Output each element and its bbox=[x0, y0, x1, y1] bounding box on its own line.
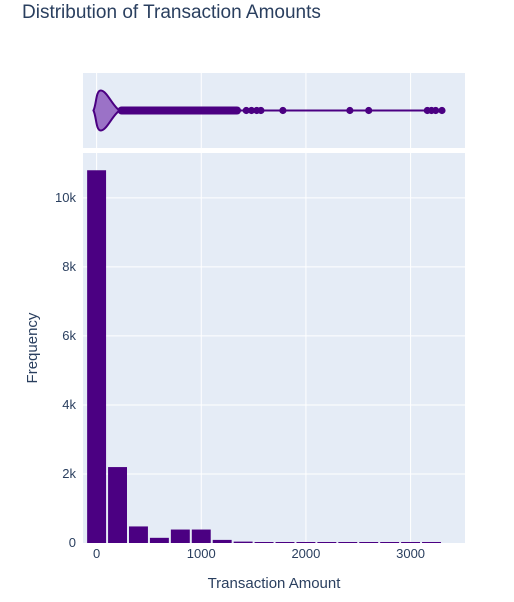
x-tick-label: 0 bbox=[93, 546, 100, 561]
histogram-bar bbox=[212, 539, 232, 543]
histogram-bars bbox=[87, 170, 441, 543]
histogram-bar bbox=[254, 542, 274, 543]
histogram-bar bbox=[191, 529, 211, 543]
histogram-bar bbox=[359, 542, 379, 543]
histogram-bar bbox=[338, 542, 358, 543]
violin-outlier-point bbox=[257, 106, 265, 115]
y-tick-label: 0 bbox=[69, 535, 76, 550]
y-tick-label: 6k bbox=[62, 328, 76, 343]
histogram-bar bbox=[317, 542, 337, 543]
histogram-bar bbox=[296, 542, 316, 543]
x-axis-title: Transaction Amount bbox=[208, 575, 342, 592]
y-tick-label: 8k bbox=[62, 259, 76, 274]
histogram-bar bbox=[380, 542, 400, 543]
violin-outlier-point bbox=[247, 106, 256, 115]
chart-title: Distribution of Transaction Amounts bbox=[22, 2, 321, 23]
x-tick-label: 2000 bbox=[291, 546, 320, 561]
violin-outlier-point bbox=[279, 106, 287, 115]
violin-outlier-point bbox=[346, 106, 354, 115]
y-axis-title: Frequency bbox=[24, 312, 41, 383]
histogram-bar bbox=[129, 526, 148, 543]
histogram-bar bbox=[401, 542, 421, 543]
y-tick-label: 10k bbox=[55, 190, 76, 205]
histogram-bar bbox=[170, 529, 190, 543]
x-axis-ticks: 0 1000 2000 3000 bbox=[93, 546, 425, 561]
histogram-plot-area bbox=[83, 153, 465, 543]
x-tick-label: 3000 bbox=[396, 546, 425, 561]
histogram-bar bbox=[422, 542, 441, 543]
histogram-bar bbox=[149, 537, 169, 543]
violin-outlier-point bbox=[438, 106, 446, 115]
y-tick-label: 2k bbox=[62, 466, 76, 481]
histogram-bar bbox=[87, 170, 107, 543]
y-axis-ticks: 0 2k 4k 6k 8k 10k bbox=[55, 190, 76, 550]
histogram-bar bbox=[275, 542, 295, 543]
violin-plot bbox=[92, 89, 446, 132]
violin-outlier-point bbox=[242, 106, 250, 115]
violin-outlier-point bbox=[432, 106, 440, 115]
histogram-bar bbox=[108, 467, 128, 543]
violin-outlier-point bbox=[365, 106, 373, 115]
x-tick-label: 1000 bbox=[187, 546, 216, 561]
y-tick-label: 4k bbox=[62, 397, 76, 412]
violin-outlier-band bbox=[117, 106, 242, 115]
histogram-bar bbox=[233, 541, 253, 543]
